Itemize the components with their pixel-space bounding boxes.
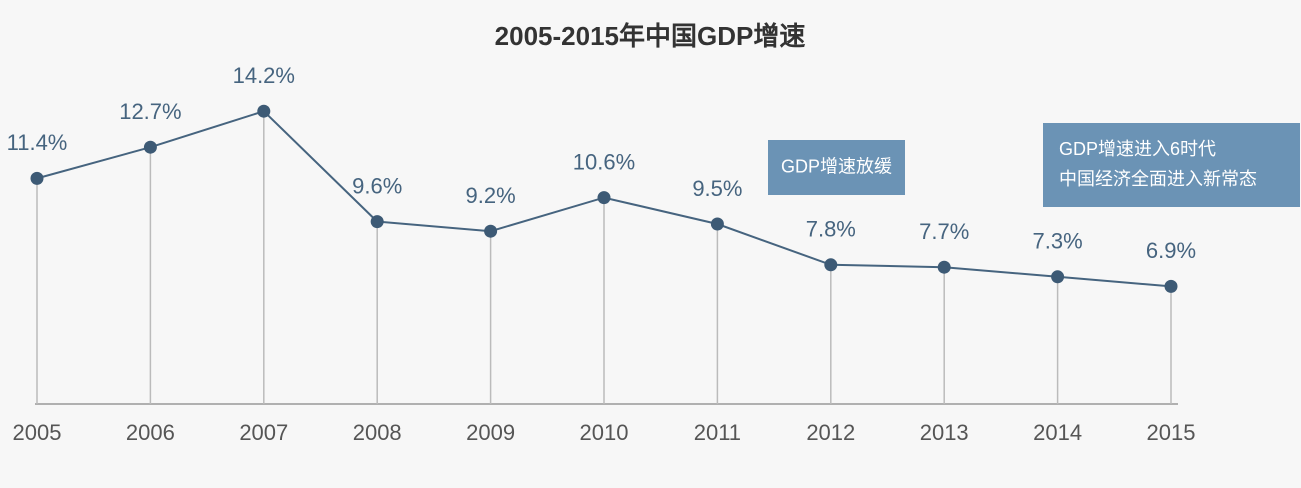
annotation-box [1043,123,1300,207]
data-point [257,104,271,118]
x-tick-label: 2008 [353,420,402,445]
data-point [710,217,724,231]
x-tick-label: 2007 [239,420,288,445]
data-point [1164,279,1178,293]
chart-title: 2005-2015年中国GDP增速 [495,21,806,51]
data-label: 12.7% [119,99,181,124]
x-tick-label: 2015 [1147,420,1196,445]
annotation-text: 中国经济全面进入新常态 [1059,169,1257,189]
annotation-text: GDP增速放缓 [781,156,892,176]
annotation-text: GDP增速进入6时代 [1059,139,1216,159]
x-tick-label: 2010 [580,420,629,445]
x-tick-label: 2011 [694,420,741,445]
data-label: 7.8% [806,217,856,242]
data-label: 6.9% [1146,238,1196,263]
data-point [30,171,44,185]
data-point [1051,270,1065,284]
x-tick-label: 2006 [126,420,175,445]
x-tick-label: 2012 [806,420,855,445]
x-tick-label: 2009 [466,420,515,445]
data-point [370,215,384,229]
data-point [143,140,157,154]
x-tick-label: 2005 [13,420,62,445]
data-point [484,224,498,238]
x-tick-label: 2014 [1033,420,1082,445]
data-label: 10.6% [573,149,635,174]
data-label: 9.2% [466,183,516,208]
annotation-box [768,140,905,195]
data-point [597,191,611,205]
data-label: 9.5% [692,176,742,201]
data-label: 7.7% [919,219,969,244]
data-point [824,258,838,272]
data-label: 7.3% [1033,229,1083,254]
data-label: 9.6% [352,173,402,198]
data-label: 14.2% [233,63,295,88]
data-point [937,260,951,274]
x-tick-label: 2013 [920,420,969,445]
data-label: 11.4% [7,130,68,155]
